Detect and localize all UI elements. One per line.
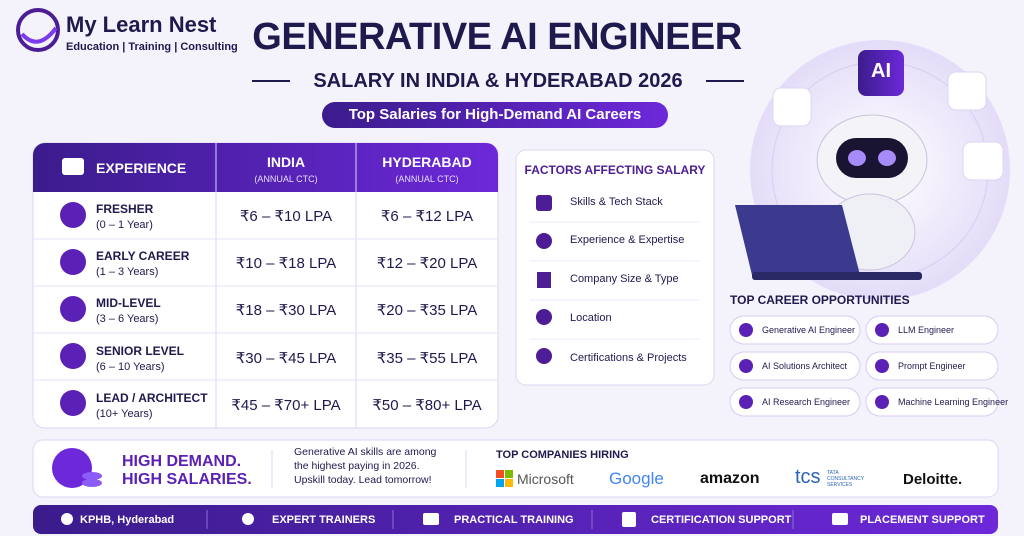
company-logo: Google	[609, 469, 664, 488]
table-header: INDIA	[266, 154, 306, 170]
footer-item: CERTIFICATION SUPPORT	[651, 514, 792, 526]
factor: Company Size & Type	[570, 273, 679, 285]
salary-hyderabad: ₹35 – ₹55 LPA	[376, 349, 478, 367]
subtitle: SALARY IN INDIA & HYDERABAD 2026	[313, 70, 683, 92]
career: LLM Engineer	[898, 325, 955, 335]
table-header: HYDERABAD	[382, 154, 472, 170]
salary-india: ₹10 – ₹18 LPA	[235, 255, 337, 273]
salary-hyderabad: ₹50 – ₹80+ LPA	[372, 396, 482, 414]
brand-name: My Learn Nest	[66, 12, 217, 37]
headline: HIGH DEMAND.	[122, 453, 242, 470]
career: AI Research Engineer	[762, 397, 851, 407]
salary-india: ₹30 – ₹45 LPA	[235, 349, 337, 367]
table-header: EXPERIENCE	[96, 160, 187, 176]
factor: Certifications & Projects	[570, 352, 687, 364]
banner-text: the highest paying in 2026.	[294, 460, 420, 472]
company-note: TATA CONSULTANCY SERVICES	[827, 470, 864, 488]
footer-item: PLACEMENT SUPPORT	[860, 514, 985, 526]
years: (6 – 10 Years)	[96, 360, 165, 373]
badge: Top Salaries for High-Demand AI Careers	[348, 106, 642, 123]
salary-india: ₹45 – ₹70+ LPA	[231, 396, 341, 414]
salary-india: ₹6 – ₹10 LPA	[239, 208, 333, 225]
career: AI Solutions Architect	[762, 361, 848, 371]
salary-hyderabad: ₹20 – ₹35 LPA	[376, 302, 478, 320]
footer-item: KPHB, Hyderabad	[80, 514, 175, 526]
company-logo: amazon	[700, 470, 760, 487]
brand-tagline: Education | Training | Consulting	[66, 41, 238, 53]
banner-text: Upskill today. Lead tomorrow!	[294, 474, 432, 486]
company-logo: Microsoft	[517, 471, 574, 487]
years: (10+ Years)	[96, 407, 153, 420]
footer-item: PRACTICAL TRAINING	[454, 514, 574, 526]
years: (3 – 6 Years)	[96, 313, 159, 326]
company-logo: tcs	[795, 466, 821, 488]
headline: HIGH SALARIES.	[122, 471, 252, 488]
companies-title: TOP COMPANIES HIRING	[496, 449, 629, 461]
salary-hyderabad: ₹12 – ₹20 LPA	[376, 255, 478, 273]
level: MID-LEVEL	[96, 296, 161, 311]
level: FRESHER	[96, 202, 154, 216]
level: SENIOR LEVEL	[96, 343, 185, 358]
years: (0 – 1 Year)	[96, 219, 153, 231]
years: (1 – 3 Years)	[96, 266, 159, 279]
title: GENERATIVE AI ENGINEER	[252, 16, 742, 58]
banner-text: Generative AI skills are among	[294, 446, 437, 458]
salary-india: ₹18 – ₹30 LPA	[235, 302, 337, 320]
salary-hyderabad: ₹6 – ₹12 LPA	[380, 208, 474, 225]
ai-badge: AI	[871, 60, 891, 82]
career: Prompt Engineer	[898, 361, 966, 371]
career: Machine Learning Engineer	[898, 397, 1009, 407]
company-logo: Deloitte.	[903, 471, 963, 488]
careers-title: TOP CAREER OPPORTUNITIES	[730, 293, 910, 307]
career: Generative AI Engineer	[762, 325, 856, 335]
footer-item: EXPERT TRAINERS	[272, 514, 376, 526]
level: LEAD / ARCHITECT	[96, 390, 208, 405]
level: EARLY CAREER	[96, 249, 190, 264]
table-header-note: (ANNUAL CTC)	[395, 174, 459, 184]
factors-title: FACTORS AFFECTING SALARY	[524, 163, 706, 177]
factor: Location	[570, 312, 612, 324]
factor: Experience & Expertise	[570, 234, 685, 246]
table-header-note: (ANNUAL CTC)	[254, 174, 318, 184]
factor: Skills & Tech Stack	[570, 196, 663, 208]
